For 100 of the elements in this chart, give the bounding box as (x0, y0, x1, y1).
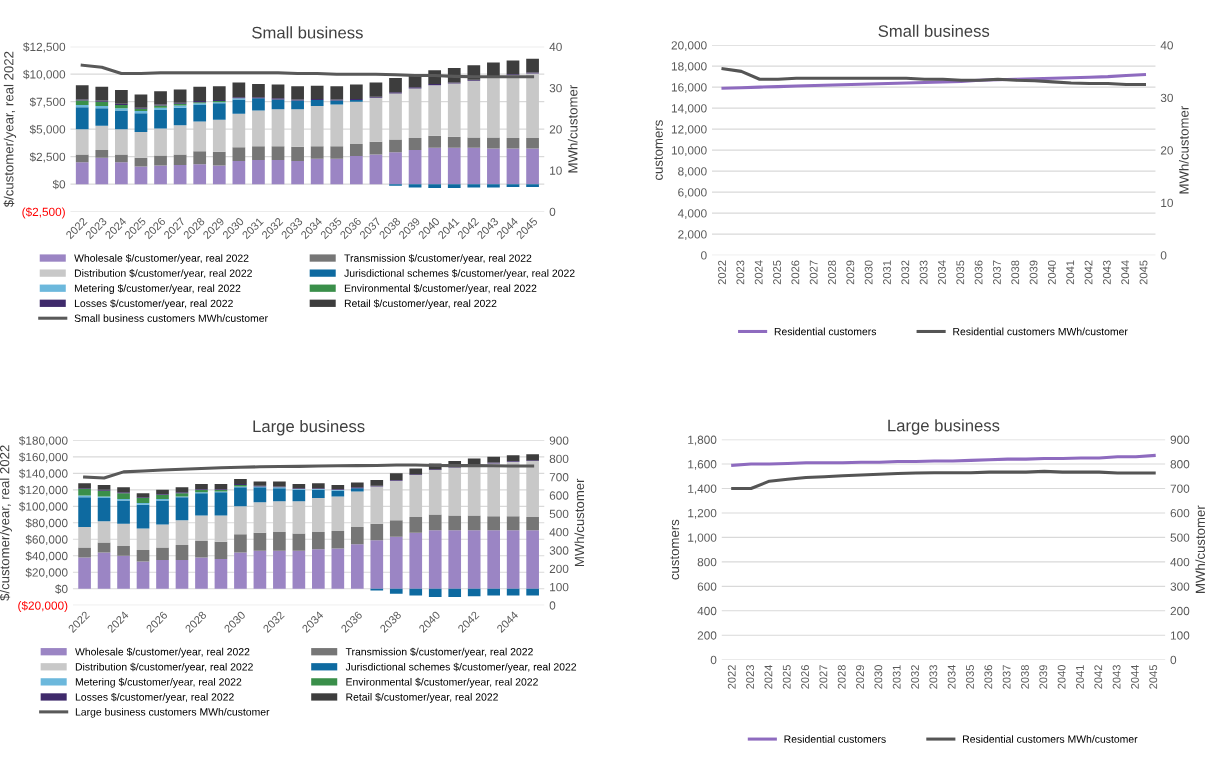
legend-label: Wholesale $/customer/year, real 2022 (75, 647, 250, 658)
y-tick-label: $7,500 (29, 97, 66, 108)
x-tick-label: 2039 (1029, 260, 1038, 285)
y-tick-label: $100,000 (18, 501, 68, 513)
y-tick-label: 16,000 (671, 83, 707, 93)
y-tick-label: 1,000 (688, 533, 717, 544)
y2-tick-label: 10 (550, 166, 562, 175)
y2-tick-label: 0 (549, 207, 556, 217)
y-tick-label: ($2,500) (22, 207, 65, 219)
legend-label: Jurisdictional schemes $/customer/year, real 2022 (345, 662, 577, 673)
y2-tick-label: 100 (1170, 631, 1190, 640)
y2-tick-label: 30 (1160, 93, 1173, 103)
y-tick-label: $10,000 (23, 69, 66, 80)
x-tick-label: 2032 (901, 260, 910, 285)
legend-label: Residential customers MWh/customer (953, 327, 1128, 336)
y2-tick-label: 500 (1170, 533, 1190, 542)
legend-label: Jurisdictional schemes $/customer/year, real 2022 (344, 269, 575, 279)
x-tick-label: 2038 (1011, 260, 1020, 285)
y-tick-label: 1,600 (688, 460, 717, 470)
x-tick-label: 2029 (856, 665, 864, 689)
x-tick-label: 2040 (1057, 665, 1066, 689)
x-tick-label: 2042 (1094, 665, 1103, 689)
y2-tick-label: 200 (549, 564, 569, 574)
x-tick-label: 2038 (1021, 665, 1029, 689)
legend-label: Wholesale $/customer/year, real 2022 (74, 253, 249, 264)
y2-tick-label: 400 (549, 528, 569, 537)
legend-label: Transmission $/customer/year, real 2022 (344, 253, 532, 264)
legend-label: Metering $/customer/year, real 2022 (75, 677, 242, 688)
y2-tick-label: 40 (549, 42, 562, 52)
y-tick-label: $140,000 (18, 468, 68, 480)
x-tick-label: 2022 (718, 260, 726, 285)
y-tick-label: $60,000 (25, 534, 68, 546)
x-tick-label: 2045 (1149, 665, 1158, 689)
y-axis-title: customers (654, 120, 663, 181)
y-tick-label: $0 (52, 179, 66, 190)
y-tick-label: 20,000 (671, 41, 707, 51)
legend-label: Losses $/customer/year, real 2022 (74, 299, 233, 310)
x-tick-label: 2037 (992, 260, 1001, 285)
chart-title: Small business (878, 24, 990, 37)
x-tick-label: 2024 (764, 664, 773, 689)
x-tick-label: 2041 (1076, 665, 1084, 689)
y2-tick-label: 40 (1160, 41, 1173, 50)
y2-tick-label: 0 (1170, 655, 1177, 665)
x-tick-label: 2025 (773, 260, 781, 285)
x-tick-label: 2037 (1002, 665, 1011, 689)
x-tick-label: 2030 (864, 260, 873, 285)
y-tick-label: 8,000 (678, 167, 707, 177)
y-tick-label: 0 (710, 655, 717, 665)
legend-label: Distribution $/customer/year, real 2022 (74, 269, 252, 279)
x-tick-label: 2036 (984, 665, 993, 689)
x-tick-label: 2044 (1130, 664, 1139, 689)
y2-tick-label: 20 (1160, 146, 1173, 155)
x-tick-label: 2029 (846, 260, 855, 285)
y-tick-label: 4,000 (677, 209, 707, 219)
y2-axis-title: MWh/customer (567, 85, 578, 173)
x-tick-label: 2035 (966, 665, 974, 689)
y-tick-label: $120,000 (18, 485, 68, 496)
y2-tick-label: 600 (549, 491, 569, 500)
y-tick-label: $12,500 (23, 42, 66, 53)
y2-tick-label: 900 (549, 436, 569, 445)
x-tick-label: 2036 (974, 260, 983, 285)
y2-tick-label: 600 (1170, 509, 1190, 518)
y2-tick-label: 800 (549, 454, 569, 464)
y2-axis-title: MWh/customer (574, 478, 585, 567)
x-tick-label: 2033 (919, 260, 928, 285)
y-tick-label: 2,000 (678, 230, 707, 240)
x-tick-label: 2031 (883, 260, 891, 285)
y-tick-label: 600 (697, 582, 717, 591)
x-tick-label: 2023 (746, 665, 755, 689)
y-tick-label: 800 (697, 557, 717, 567)
chart-title: Small business (252, 26, 363, 39)
y-tick-label: $0 (55, 584, 68, 594)
y-tick-label: 6,000 (678, 188, 707, 198)
x-tick-label: 2028 (828, 260, 836, 285)
y-tick-label: 14,000 (671, 104, 707, 114)
y2-tick-label: 300 (1170, 582, 1190, 591)
x-tick-label: 2043 (1112, 665, 1121, 689)
y2-tick-label: 10 (1161, 198, 1173, 208)
y2-tick-label: 30 (549, 83, 562, 93)
x-tick-label: 2033 (929, 665, 938, 689)
x-tick-label: 2026 (801, 665, 809, 689)
y-tick-label: 400 (697, 606, 717, 616)
y2-tick-label: 700 (549, 473, 569, 482)
y-tick-label: 1,200 (688, 509, 717, 519)
y-tick-label: $2,500 (29, 152, 66, 163)
x-tick-label: 2034 (938, 260, 946, 285)
legend-label: Transmission $/customer/year, real 2022 (345, 647, 533, 658)
x-tick-label: 2027 (809, 260, 818, 285)
x-tick-label: 2026 (791, 260, 800, 285)
y2-tick-label: 800 (1170, 460, 1190, 469)
legend-label: Environmental $/customer/year, real 2022 (344, 284, 537, 295)
legend-label: Environmental $/customer/year, real 2022 (346, 677, 538, 688)
y-tick-label: 12,000 (671, 125, 707, 135)
x-tick-label: 2039 (1039, 665, 1048, 689)
y-axis-title: $/customer/year, real 2022 (0, 445, 12, 601)
y2-tick-label: 0 (549, 601, 556, 610)
y-tick-label: $5,000 (29, 124, 66, 135)
x-tick-label: 2040 (1047, 260, 1056, 285)
x-tick-label: 2025 (782, 665, 791, 689)
legend-label: Residential customers (784, 735, 886, 743)
